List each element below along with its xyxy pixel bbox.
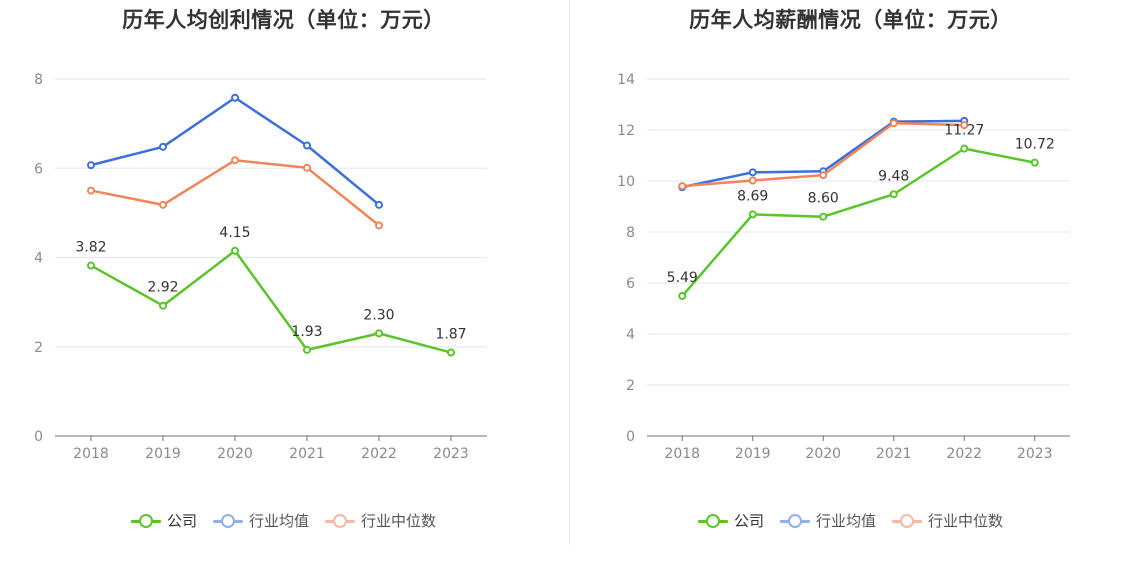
x-tick-label: 2022 xyxy=(946,446,982,462)
y-tick-label: 0 xyxy=(626,429,635,445)
data-label: 5.49 xyxy=(667,270,698,286)
legend-company-icon xyxy=(130,513,161,528)
x-tick-label: 2023 xyxy=(1017,446,1053,462)
legend-label: 公司 xyxy=(733,512,764,530)
legend-item-industry-mean[interactable]: 行业均值 xyxy=(779,510,876,531)
data-label: 2.92 xyxy=(147,280,178,296)
series-line xyxy=(90,96,380,206)
y-tick-label: 4 xyxy=(34,251,43,267)
chart-title: 历年人均薪酬情况（单位：万元） xyxy=(689,8,1012,32)
y-tick-label: 0 xyxy=(34,429,43,445)
legend-company-icon xyxy=(697,513,728,528)
y-tick-label: 14 xyxy=(617,72,635,88)
data-point[interactable] xyxy=(960,121,969,130)
data-point[interactable] xyxy=(303,345,311,354)
legend-label: 行业均值 xyxy=(815,512,876,530)
data-label: 1.93 xyxy=(291,324,322,340)
chart-panel-profit: 历年人均创利情况（单位：万元） 0 2 4 6 8 2018 2019 2020 2021 202… xyxy=(0,8,567,531)
data-point[interactable] xyxy=(748,176,757,185)
y-tick-label: 4 xyxy=(626,327,635,343)
data-point[interactable] xyxy=(231,246,239,255)
legend: 公司 行业均值 行业中位数 xyxy=(0,510,567,531)
legend-industry-median-icon xyxy=(325,513,355,528)
legend-item-industry-median[interactable]: 行业中位数 xyxy=(325,510,436,531)
data-point[interactable] xyxy=(303,163,311,172)
data-point[interactable] xyxy=(159,301,167,310)
y-tick-label: 8 xyxy=(34,72,43,88)
data-point[interactable] xyxy=(447,348,455,357)
data-label: 8.60 xyxy=(808,191,839,207)
x-tick-label: 2020 xyxy=(805,446,841,462)
data-label: 4.15 xyxy=(219,225,250,241)
y-tick-label: 2 xyxy=(626,378,635,394)
legend-item-company[interactable]: 公司 xyxy=(697,510,764,531)
data-point[interactable] xyxy=(159,142,167,151)
legend-label: 公司 xyxy=(166,512,197,530)
data-label: 9.48 xyxy=(878,168,909,184)
y-tick-label: 10 xyxy=(617,174,635,190)
legend-label: 行业中位数 xyxy=(361,512,437,530)
data-point[interactable] xyxy=(819,212,828,221)
line-chart-profit: 0 2 4 6 8 2018 2019 2020 2021 2022 2023 3.82 2.92 4.1… xyxy=(34,72,487,462)
legend-industry-median-icon xyxy=(892,513,922,528)
data-label: 8.69 xyxy=(737,188,768,204)
legend-item-industry-median[interactable]: 行业中位数 xyxy=(892,510,1003,531)
data-point[interactable] xyxy=(231,93,239,102)
series-line xyxy=(90,249,452,354)
data-label: 1.87 xyxy=(435,327,466,343)
data-point[interactable] xyxy=(159,200,167,209)
data-label: 10.72 xyxy=(1015,137,1055,153)
data-point[interactable] xyxy=(678,292,687,301)
data-point[interactable] xyxy=(960,144,969,153)
line-chart-salary: 0 2 4 6 8 10 12 14 2018 2019 2020 2021 2022 2023 5.49 8… xyxy=(617,72,1070,462)
data-point[interactable] xyxy=(375,200,383,209)
data-label: 11.27 xyxy=(944,123,984,139)
data-point[interactable] xyxy=(303,141,311,150)
x-tick-label: 2019 xyxy=(735,446,771,462)
data-point[interactable] xyxy=(231,156,239,165)
legend-item-industry-mean[interactable]: 行业均值 xyxy=(212,510,309,531)
legend-industry-mean-icon xyxy=(212,513,243,528)
data-point[interactable] xyxy=(819,171,828,180)
x-tick-label: 2018 xyxy=(73,446,109,462)
x-tick-label: 2023 xyxy=(433,446,469,462)
chart-title: 历年人均创利情况（单位：万元） xyxy=(122,8,445,32)
data-point[interactable] xyxy=(375,221,383,230)
legend-item-company[interactable]: 公司 xyxy=(130,510,197,531)
data-point[interactable] xyxy=(87,186,95,195)
data-point[interactable] xyxy=(678,182,687,191)
data-label: 3.82 xyxy=(75,240,106,256)
data-point[interactable] xyxy=(1030,158,1039,167)
y-tick-label: 12 xyxy=(617,123,635,139)
panel-divider xyxy=(569,0,570,545)
x-tick-label: 2021 xyxy=(876,446,912,462)
data-label: 2.30 xyxy=(363,307,394,323)
y-tick-label: 6 xyxy=(626,276,635,292)
data-point[interactable] xyxy=(375,329,383,338)
y-tick-label: 8 xyxy=(626,225,635,241)
y-tick-label: 6 xyxy=(34,161,43,177)
legend-industry-mean-icon xyxy=(779,513,810,528)
legend: 公司 行业均值 行业中位数 xyxy=(567,510,1134,531)
x-tick-label: 2022 xyxy=(361,446,397,462)
legend-label: 行业中位数 xyxy=(928,512,1004,530)
data-point[interactable] xyxy=(87,261,95,270)
y-tick-label: 2 xyxy=(34,340,43,356)
data-point[interactable] xyxy=(748,168,757,177)
data-point[interactable] xyxy=(889,190,898,199)
series-line xyxy=(681,147,1035,297)
chart-panel-salary: 历年人均薪酬情况（单位：万元） 0 2 4 6 8 10 12 14 2018 2019 2020 2… xyxy=(567,0,1134,582)
x-tick-label: 2020 xyxy=(217,446,253,462)
x-tick-label: 2021 xyxy=(289,446,325,462)
x-tick-label: 2018 xyxy=(664,446,700,462)
data-point[interactable] xyxy=(889,119,898,128)
data-point[interactable] xyxy=(748,210,757,219)
legend-label: 行业均值 xyxy=(248,512,309,530)
data-point[interactable] xyxy=(87,161,95,170)
x-tick-label: 2019 xyxy=(145,446,181,462)
